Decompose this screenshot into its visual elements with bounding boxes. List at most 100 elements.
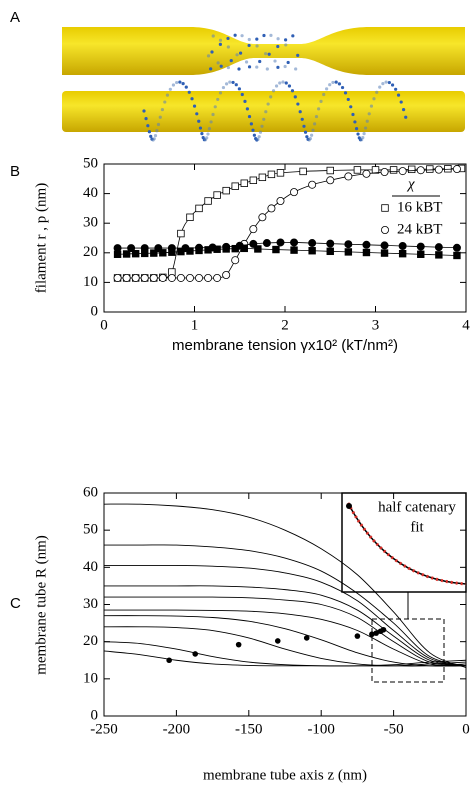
helix-bead: [314, 114, 319, 119]
helix-bead: [361, 135, 365, 140]
helix-bead: [210, 50, 214, 54]
data-point: [290, 238, 299, 247]
data-point: [127, 244, 136, 253]
helix-bead: [293, 95, 297, 99]
data-point: [452, 165, 461, 174]
y-tick-label: 50: [83, 522, 98, 538]
data-point: [308, 239, 317, 248]
helix-bead: [281, 80, 285, 84]
helix-bead: [273, 59, 277, 63]
helix-bead: [346, 97, 350, 102]
legend-marker: [381, 204, 389, 212]
data-point: [158, 273, 167, 282]
helix-bead: [284, 43, 288, 47]
helix-bead: [219, 64, 223, 68]
helix-bead: [206, 54, 211, 58]
helix-bead: [369, 104, 374, 108]
helix-bead: [269, 33, 273, 37]
helix-bead: [334, 80, 338, 84]
data-point: [299, 167, 307, 176]
helix-bead: [354, 127, 359, 131]
data-point: [398, 241, 407, 250]
y-tick-label: 20: [83, 633, 98, 649]
helix-bead: [158, 115, 162, 119]
data-point: [231, 182, 239, 190]
x-tick-label: -150: [235, 721, 263, 737]
data-point: [452, 243, 461, 252]
helix-bead: [195, 112, 199, 116]
data-point: [276, 169, 285, 177]
helix-bead: [269, 95, 273, 99]
helix-bead: [363, 126, 368, 130]
data-point: [380, 241, 389, 250]
helix-bead: [362, 132, 366, 136]
data-point: [354, 633, 361, 639]
helix-bead: [271, 89, 276, 93]
helix-bead: [243, 99, 247, 103]
x-tick-label: -200: [163, 721, 191, 737]
data-point: [254, 245, 262, 253]
data-point: [344, 248, 353, 256]
data-point: [353, 166, 362, 174]
helix-bead: [264, 110, 268, 114]
inset: [341, 492, 467, 593]
helix-bead: [349, 105, 353, 109]
inset-label: fit: [410, 519, 424, 535]
data-point: [222, 186, 230, 195]
helix-bead: [283, 64, 287, 69]
helix-bead: [235, 53, 239, 57]
profile-line: [103, 650, 467, 667]
helix-bead: [351, 112, 355, 117]
helix-bead: [237, 87, 241, 91]
helix-bead: [149, 134, 153, 138]
helix-bead: [247, 65, 252, 69]
data-point: [122, 250, 131, 258]
helix-bead: [287, 84, 292, 88]
data-point: [344, 172, 353, 181]
helix-bead: [226, 65, 230, 70]
data-point: [326, 247, 334, 256]
helix-bead: [207, 127, 212, 131]
data-point: [122, 273, 131, 282]
data-point: [167, 273, 176, 282]
helix-bead: [218, 38, 223, 42]
data-point: [249, 225, 258, 234]
data-point: [398, 167, 407, 176]
helix-bead: [303, 130, 308, 134]
helix-bead: [260, 124, 264, 128]
data-point: [258, 173, 267, 182]
helix-bead: [387, 80, 391, 85]
y-tick-label: 40: [83, 185, 98, 201]
helix-bead: [381, 82, 385, 86]
helix-bead: [147, 130, 151, 134]
x-tick-label: 4: [462, 317, 470, 333]
x-tick-label: 0: [100, 317, 108, 333]
helix-bead: [343, 91, 348, 95]
panel-label: B: [10, 163, 20, 180]
helix-bead: [221, 85, 226, 90]
legend-label: 24 kBT: [397, 221, 442, 237]
helix-bead: [284, 81, 288, 85]
data-point: [150, 249, 158, 257]
data-point: [167, 244, 176, 253]
helix-bead: [291, 34, 295, 38]
helix-bead: [255, 37, 259, 41]
helix-bead: [247, 43, 251, 48]
x-tick-label: -100: [307, 721, 335, 737]
data-point: [417, 250, 425, 258]
data-point: [371, 166, 380, 174]
helix-bead: [240, 92, 244, 97]
y-tick-label: 60: [83, 484, 98, 500]
data-point: [240, 179, 248, 187]
helix-bead: [267, 52, 271, 56]
helix-bead: [144, 117, 148, 121]
helix-bead: [302, 124, 306, 128]
helix-bead: [331, 80, 335, 85]
helix-bead: [262, 117, 266, 121]
helix-bead: [365, 119, 369, 123]
helix-bead: [310, 133, 314, 137]
data-point: [195, 204, 203, 213]
helix-bead: [187, 90, 191, 94]
helix-bead: [322, 92, 326, 97]
data-point: [176, 273, 185, 282]
